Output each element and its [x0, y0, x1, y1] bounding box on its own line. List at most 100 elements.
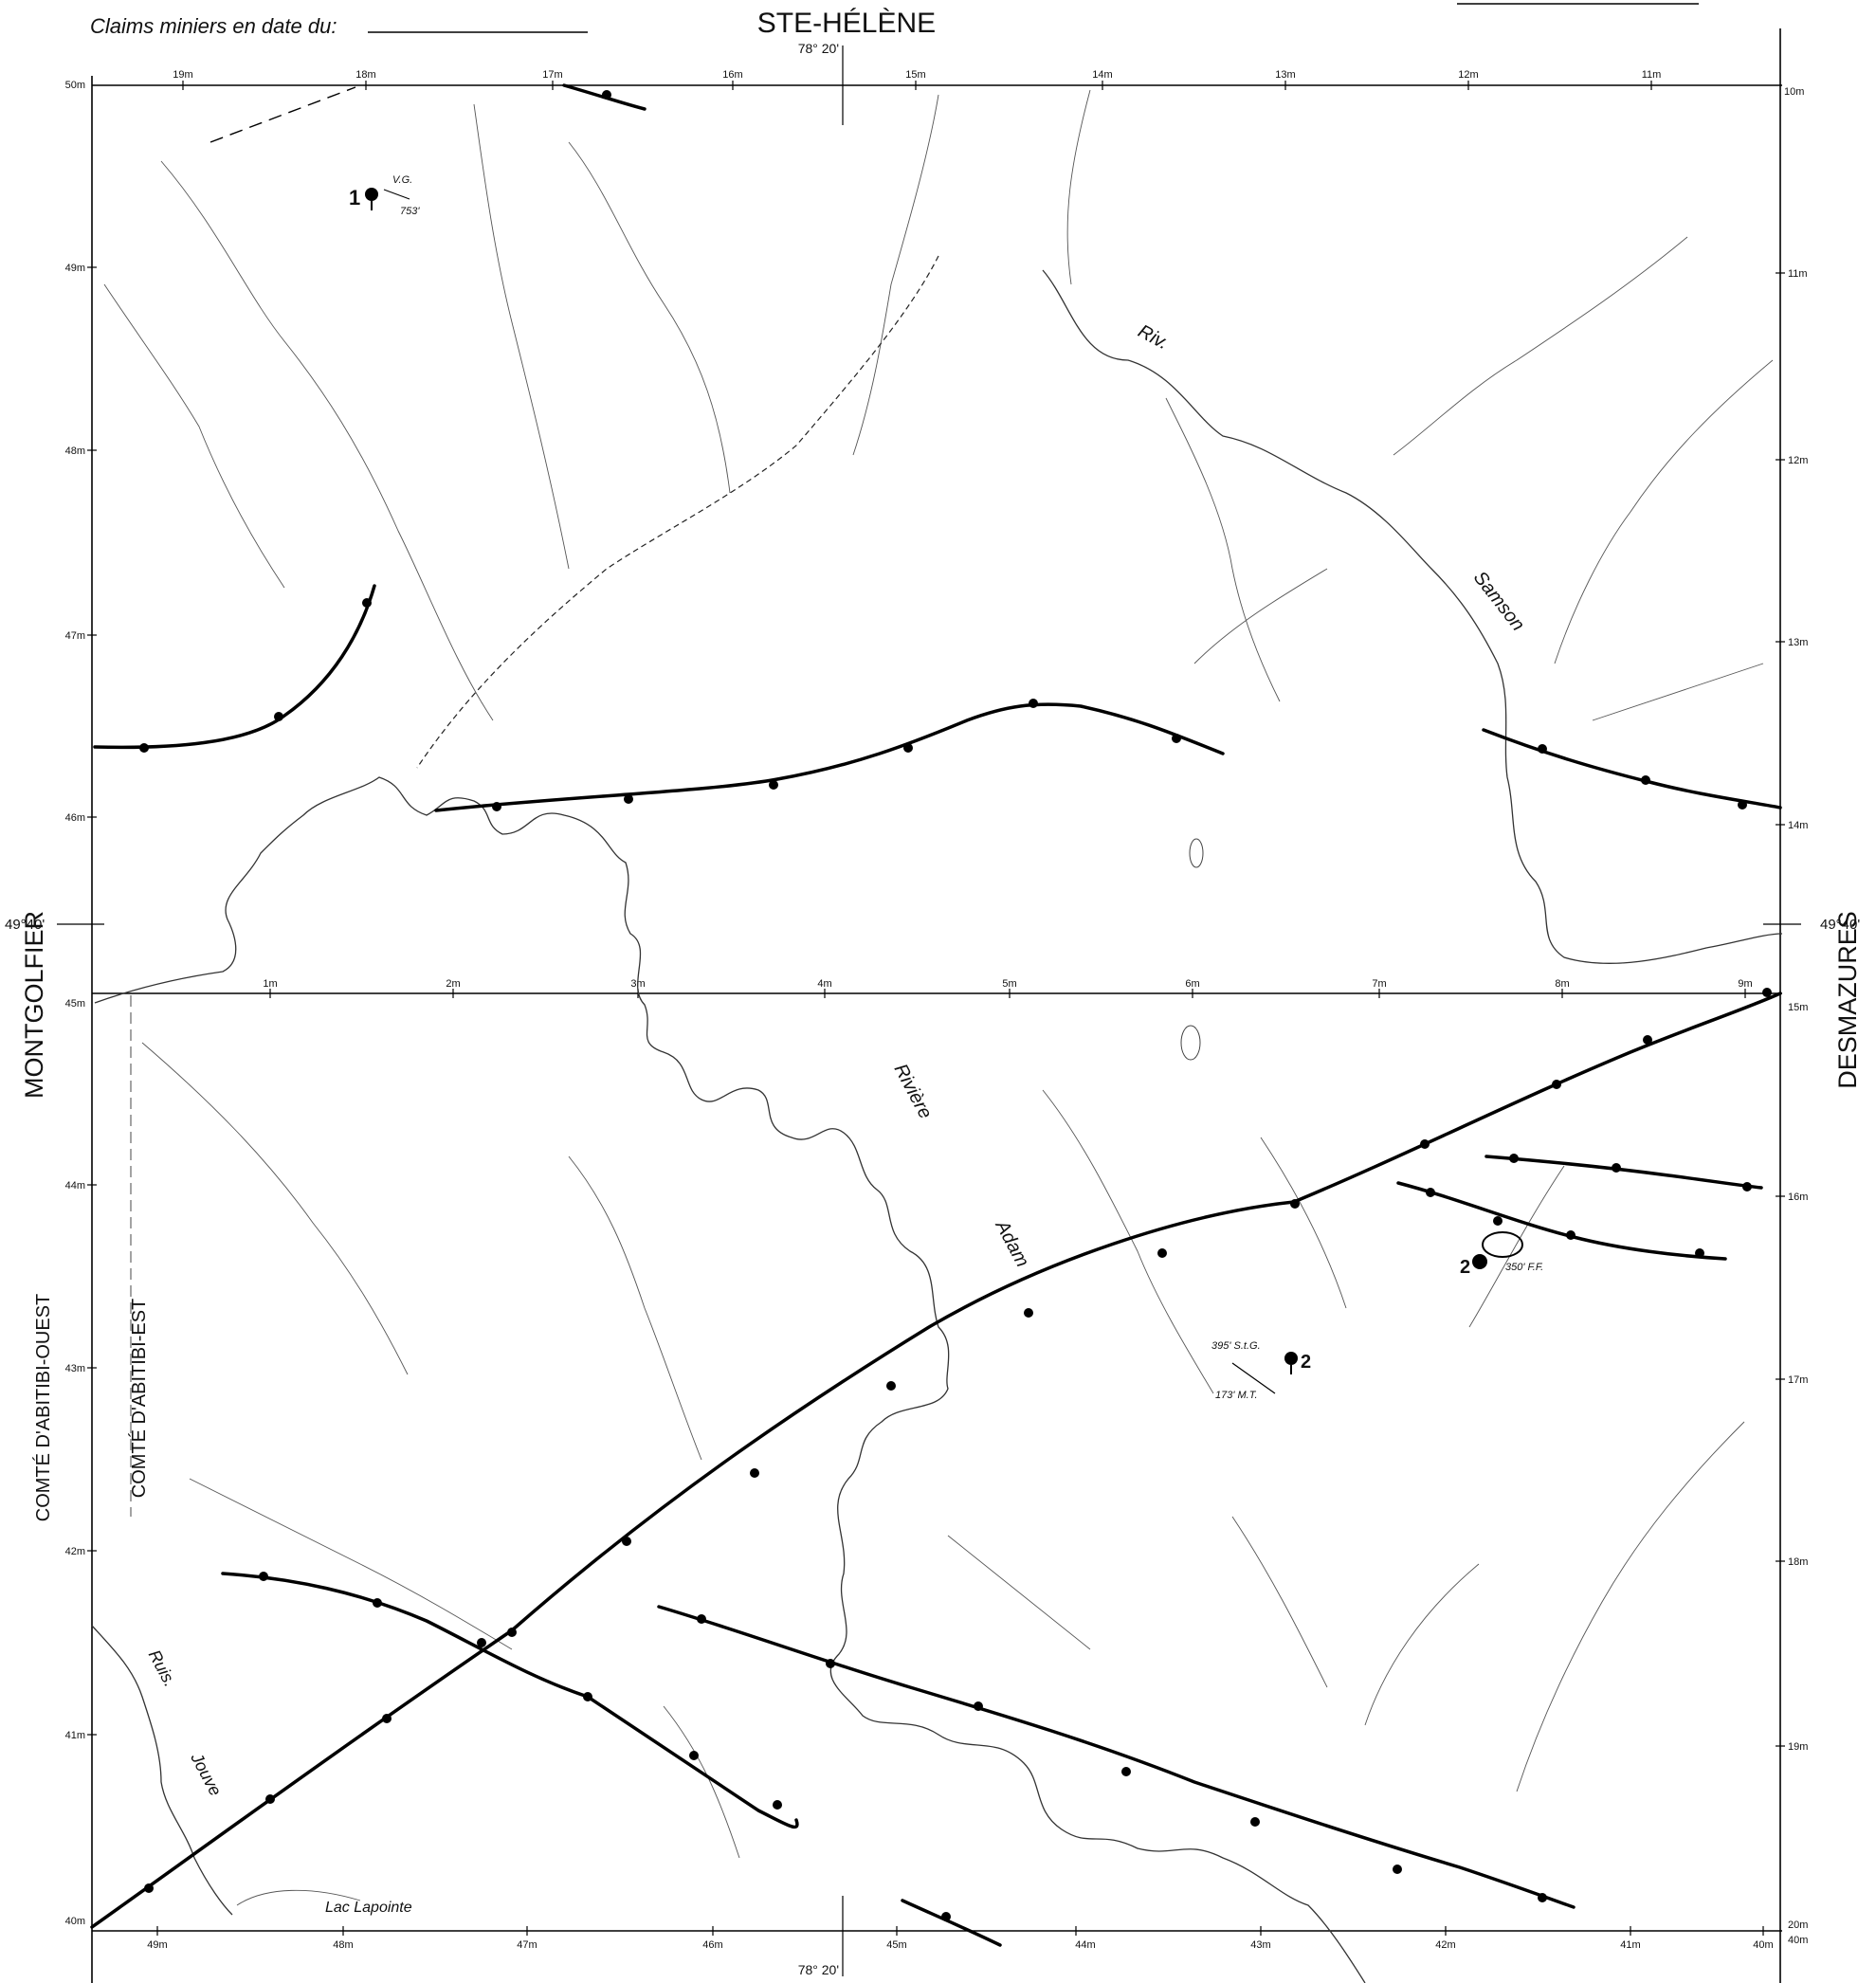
left-scale-label: 47m — [65, 630, 85, 642]
county-east-label: COMTÉ D'ABITIBI-EST — [128, 1299, 150, 1499]
middle-scale-label: 4m — [817, 978, 831, 990]
right-scale-label: 18m — [1788, 1556, 1808, 1568]
bottom-scale-label: 40m — [1753, 1939, 1773, 1951]
trench-x-marks — [209, 86, 356, 143]
drill-hole-3-outline — [1482, 1231, 1523, 1258]
left-scale: 50m 49m 48m 47m 46m 45m 44m 43m 42m 41m … — [65, 80, 85, 1927]
fault-line — [1396, 1181, 1727, 1261]
right-scale-label: 11m — [1788, 268, 1808, 280]
top-scale-label: 18m — [355, 69, 375, 81]
stream — [1066, 89, 1091, 285]
ticks-bottom — [156, 1926, 1764, 1936]
right-scale: 10m 11m 12m 13m 14m 15m 16m 17m 18m 19m … — [1784, 86, 1808, 1946]
right-scale-label: 12m — [1788, 455, 1808, 466]
bottom-scale-label: 41m — [1620, 1939, 1640, 1951]
drill-hole-1: 1 V.G. 753' — [349, 174, 420, 217]
stream — [189, 1478, 513, 1650]
right-scale-label: 17m — [1788, 1374, 1808, 1386]
drill-hole-2-icon — [1284, 1352, 1298, 1365]
pond — [1180, 1025, 1201, 1061]
stream — [1260, 1137, 1347, 1309]
middle-scale-label: 6m — [1185, 978, 1199, 990]
drill-hole-3-icon — [1472, 1254, 1487, 1269]
west-township-label: MONTGOLFIER — [20, 911, 48, 1099]
fault-line — [901, 1899, 1002, 1947]
right-scale-label: 40m — [1788, 1935, 1808, 1946]
drill-hole-1-icon — [365, 188, 378, 201]
drill-hole-3-number: 2 — [1460, 1257, 1470, 1278]
top-scale-label: 16m — [722, 69, 742, 81]
stream — [568, 141, 731, 494]
fault-line — [1484, 1155, 1763, 1190]
drill-hole-1-note-a: V.G. — [392, 174, 412, 186]
top-scale-label: 14m — [1092, 69, 1112, 81]
stream — [1393, 236, 1688, 456]
riviere-adam-label-1: Rivière — [890, 1061, 937, 1122]
drill-hole-1-number: 1 — [349, 186, 360, 209]
right-scale-label: 20m — [1788, 1919, 1808, 1931]
fault-line — [1482, 728, 1782, 810]
stream — [103, 283, 285, 589]
ticks-right — [1776, 272, 1785, 1747]
riviere-samson — [1042, 269, 1783, 964]
middle-scale-label: 2m — [446, 978, 460, 990]
drill-hole-1-line — [383, 189, 410, 200]
top-scale-label: 11m — [1642, 69, 1662, 81]
longitude-bottom-label: 78° 20' — [798, 1962, 839, 1977]
middle-scale: 1m 2m 3m 4m 5m 6m 7m 8m 9m — [263, 978, 1752, 990]
drill-hole-2-number: 2 — [1301, 1352, 1311, 1373]
stream — [1364, 1563, 1480, 1726]
stream — [473, 103, 570, 570]
drill-hole-2: 395' S.t.G. 173' M.T. 2 — [1211, 1340, 1311, 1401]
stream — [1554, 359, 1774, 664]
stream — [1231, 1516, 1328, 1688]
right-scale-label: 14m — [1788, 820, 1808, 831]
north-township-label: STE-HÉLÈNE — [757, 8, 936, 39]
pond — [1189, 838, 1204, 868]
riv-samson-label-2: Samson — [1469, 568, 1529, 635]
drill-hole-3-note: 350' F.F. — [1505, 1262, 1543, 1273]
left-scale-label: 48m — [65, 446, 85, 457]
bottom-scale: 49m 48m 47m 46m 45m 44m 43m 42m 41m 40m — [147, 1939, 1773, 1951]
drill-hole-2-note-a: 395' S.t.G. — [1211, 1340, 1261, 1352]
riviere-adam-label-2: Adam — [991, 1216, 1032, 1270]
stream — [1193, 568, 1328, 664]
county-west-label: COMTÉ D'ABITIBI-OUEST — [32, 1294, 54, 1522]
stream — [1042, 1089, 1214, 1394]
latitude-left-label: 49°40' — [5, 917, 45, 933]
fault-line — [657, 1605, 1575, 1909]
drill-hole-2-note-b: 173' M.T. — [1215, 1390, 1258, 1401]
latitude-right-label: 49°40' — [1820, 917, 1860, 933]
top-scale-label: 17m — [542, 69, 562, 81]
trail — [416, 255, 939, 769]
stream — [568, 1155, 702, 1461]
bottom-scale-label: 49m — [147, 1939, 167, 1951]
fault-dots — [139, 90, 1772, 1921]
bottom-scale-label: 47m — [517, 1939, 537, 1951]
top-scale: 19m 18m 17m 16m 15m 14m 13m 12m 11m — [173, 69, 1661, 81]
fault-line — [93, 584, 376, 750]
ruis-jouve-label-2: Jouve — [187, 1749, 226, 1799]
east-township-label: DESMAZURES — [1833, 911, 1862, 1089]
middle-scale-label: 9m — [1738, 978, 1752, 990]
middle-scale-label: 1m — [263, 978, 277, 990]
bottom-scale-label: 46m — [702, 1939, 722, 1951]
drill-hole-2-line — [1231, 1362, 1276, 1394]
stream — [141, 1042, 409, 1375]
riviere-adam — [94, 776, 1366, 1983]
middle-scale-label: 8m — [1555, 978, 1569, 990]
left-scale-label: 46m — [65, 812, 85, 824]
right-scale-label: 19m — [1788, 1741, 1808, 1753]
bottom-scale-label: 42m — [1435, 1939, 1455, 1951]
left-scale-label: 40m — [65, 1916, 85, 1927]
stream — [1592, 663, 1764, 721]
left-scale-label: 41m — [65, 1730, 85, 1741]
stream — [947, 1535, 1091, 1650]
ticks-top — [182, 81, 1652, 90]
bottom-scale-label: 44m — [1075, 1939, 1095, 1951]
fault-line — [221, 1572, 799, 1829]
bottom-scale-label: 45m — [886, 1939, 906, 1951]
top-scale-label: 13m — [1275, 69, 1295, 81]
right-scale-label: 16m — [1788, 1192, 1808, 1203]
